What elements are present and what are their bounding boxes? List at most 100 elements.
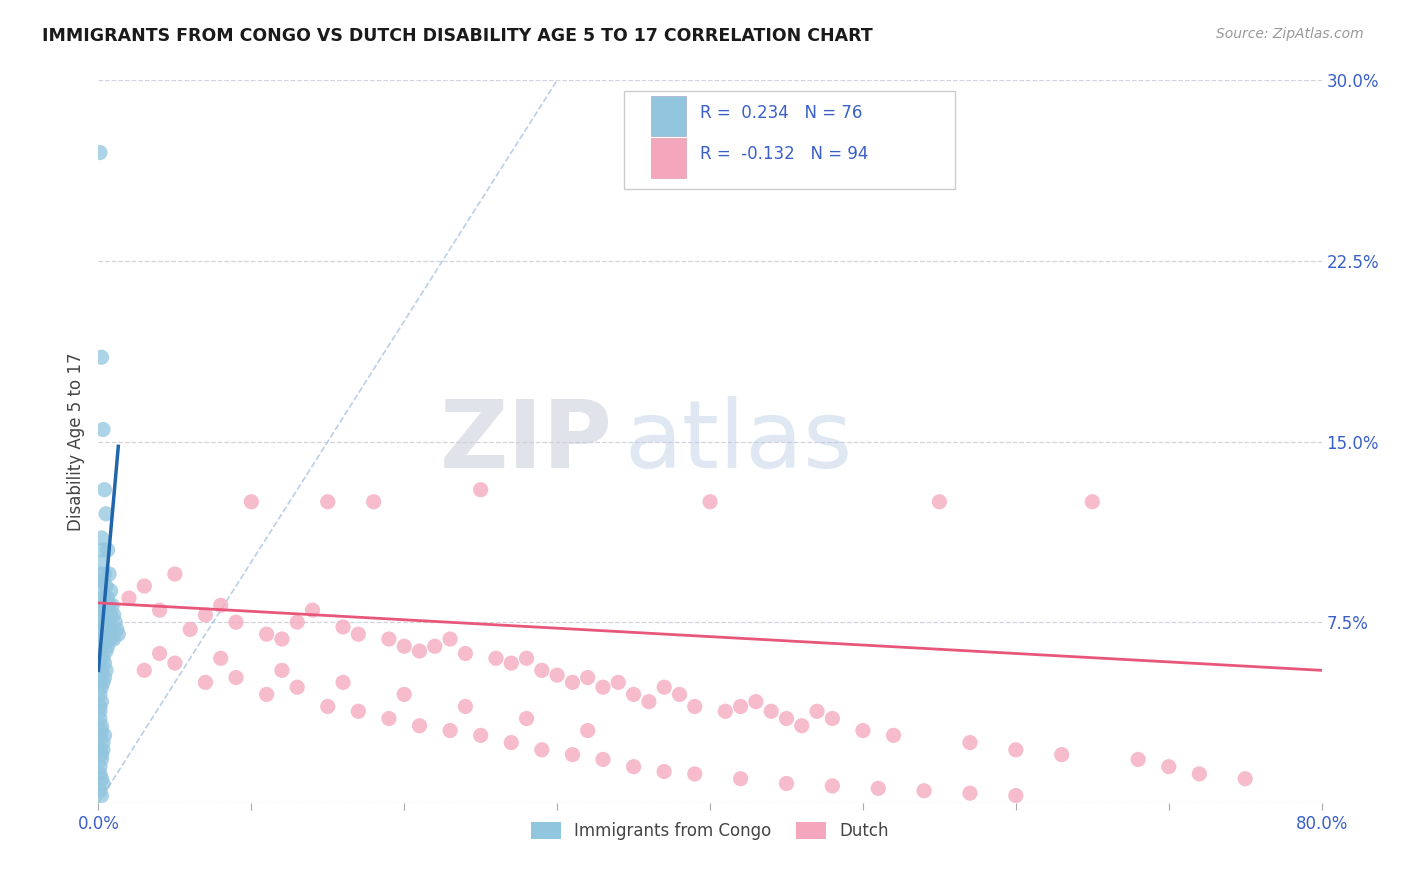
- Point: [90, 639, 112, 653]
- Point: [1128, 752, 1150, 766]
- Point: [97, 639, 120, 653]
- Point: [1157, 760, 1180, 774]
- Legend: Immigrants from Congo, Dutch: Immigrants from Congo, Dutch: [523, 814, 897, 848]
- Point: [316, 494, 339, 508]
- Point: [332, 620, 354, 634]
- Point: [668, 687, 690, 701]
- Point: [408, 644, 430, 658]
- Point: [118, 591, 141, 605]
- Point: [90, 555, 112, 569]
- Bar: [651, 138, 686, 178]
- Point: [89, 145, 111, 160]
- Point: [134, 579, 156, 593]
- Point: [89, 651, 111, 665]
- Point: [790, 719, 813, 733]
- Point: [623, 687, 645, 701]
- Point: [94, 507, 117, 521]
- Text: R =  -0.132   N = 94: R = -0.132 N = 94: [700, 145, 869, 163]
- Point: [852, 723, 875, 738]
- Point: [806, 704, 828, 718]
- Point: [89, 728, 111, 742]
- Point: [100, 583, 122, 598]
- Point: [576, 671, 599, 685]
- Point: [97, 591, 120, 605]
- Point: [530, 664, 553, 678]
- Point: [101, 599, 124, 613]
- Point: [439, 632, 461, 646]
- Point: [107, 627, 129, 641]
- Point: [90, 695, 112, 709]
- Point: [225, 615, 247, 630]
- Point: [149, 603, 172, 617]
- Point: [91, 542, 114, 557]
- Point: [1004, 743, 1026, 757]
- Point: [209, 599, 232, 613]
- Point: [100, 632, 122, 646]
- Point: [90, 664, 112, 678]
- Point: [90, 531, 112, 545]
- Point: [378, 712, 401, 726]
- Point: [93, 615, 115, 630]
- Point: [89, 627, 111, 641]
- Point: [516, 712, 538, 726]
- Point: [470, 728, 492, 742]
- Point: [501, 735, 523, 749]
- Point: [89, 743, 111, 757]
- Point: [89, 664, 111, 678]
- Point: [90, 789, 112, 803]
- Point: [89, 712, 111, 726]
- Point: [652, 680, 675, 694]
- Point: [89, 699, 111, 714]
- Point: [104, 615, 127, 630]
- Point: [745, 695, 768, 709]
- Point: [163, 567, 186, 582]
- Point: [561, 747, 583, 762]
- Point: [714, 704, 737, 718]
- Point: [89, 567, 111, 582]
- Point: [285, 615, 308, 630]
- Point: [179, 623, 201, 637]
- Point: [90, 350, 112, 364]
- Point: [637, 695, 661, 709]
- Point: [91, 735, 114, 749]
- Point: [90, 772, 112, 786]
- Text: R =  0.234   N = 76: R = 0.234 N = 76: [700, 104, 863, 122]
- Point: [98, 627, 121, 641]
- Point: [94, 620, 117, 634]
- Point: [959, 735, 981, 749]
- Y-axis label: Disability Age 5 to 17: Disability Age 5 to 17: [66, 352, 84, 531]
- Point: [501, 656, 523, 670]
- Point: [90, 719, 112, 733]
- Point: [392, 687, 416, 701]
- Bar: [651, 96, 686, 136]
- Point: [607, 675, 630, 690]
- Text: Source: ZipAtlas.com: Source: ZipAtlas.com: [1216, 27, 1364, 41]
- Point: [89, 639, 111, 653]
- Point: [163, 656, 186, 670]
- Point: [256, 687, 278, 701]
- Point: [454, 699, 477, 714]
- Point: [530, 743, 553, 757]
- Point: [149, 647, 172, 661]
- Text: atlas: atlas: [624, 395, 852, 488]
- Point: [93, 632, 115, 646]
- Point: [699, 494, 721, 508]
- Point: [93, 656, 115, 670]
- Point: [105, 623, 128, 637]
- Point: [89, 704, 111, 718]
- Point: [93, 728, 115, 742]
- Point: [90, 615, 112, 630]
- Point: [730, 772, 752, 786]
- Point: [90, 752, 112, 766]
- Point: [775, 712, 797, 726]
- Point: [90, 579, 112, 593]
- Point: [91, 627, 114, 641]
- Point: [683, 767, 706, 781]
- Point: [592, 680, 614, 694]
- Point: [821, 779, 844, 793]
- Point: [89, 687, 111, 701]
- Point: [516, 651, 538, 665]
- Point: [301, 603, 323, 617]
- Point: [91, 591, 114, 605]
- Point: [240, 494, 263, 508]
